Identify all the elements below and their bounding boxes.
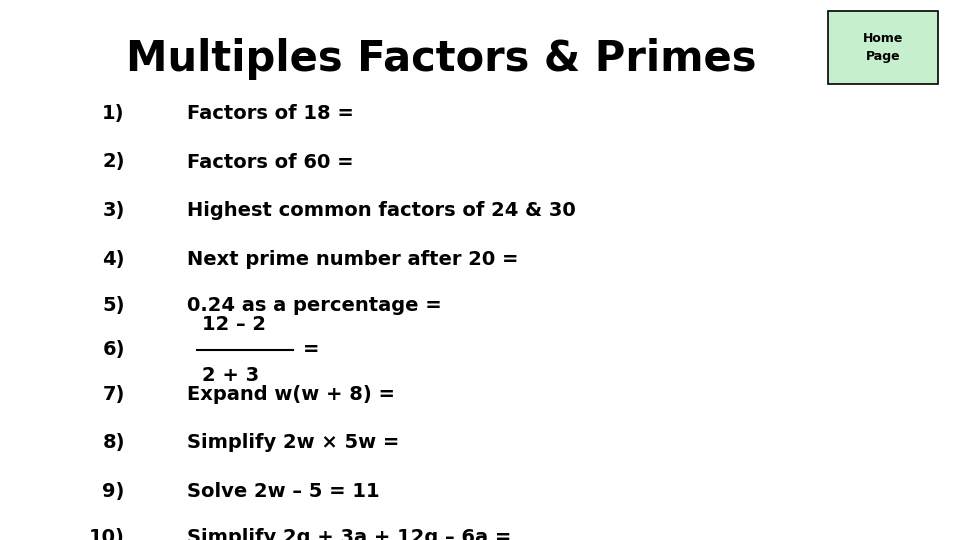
Text: 6): 6) [103, 340, 125, 360]
Text: 3): 3) [103, 201, 125, 220]
Text: 10): 10) [89, 528, 125, 540]
Text: 5): 5) [103, 295, 125, 315]
Text: Factors of 18 =: Factors of 18 = [187, 104, 354, 123]
Text: 0.24 as a percentage =: 0.24 as a percentage = [187, 295, 442, 315]
Text: 12 – 2: 12 – 2 [202, 314, 266, 334]
Text: 7): 7) [103, 384, 125, 404]
Text: Expand w(w + 8) =: Expand w(w + 8) = [187, 384, 396, 404]
Text: Simplify 2w × 5w =: Simplify 2w × 5w = [187, 433, 399, 453]
Text: 9): 9) [103, 482, 125, 501]
Text: 2): 2) [103, 152, 125, 172]
Text: 4): 4) [103, 249, 125, 269]
Text: 1): 1) [103, 104, 125, 123]
Text: 8): 8) [103, 433, 125, 453]
Text: Next prime number after 20 =: Next prime number after 20 = [187, 249, 518, 269]
Text: =: = [302, 340, 319, 360]
Text: Home
Page: Home Page [862, 32, 903, 63]
Text: Solve 2w – 5 = 11: Solve 2w – 5 = 11 [187, 482, 380, 501]
Text: Factors of 60 =: Factors of 60 = [187, 152, 354, 172]
Text: Highest common factors of 24 & 30: Highest common factors of 24 & 30 [187, 201, 576, 220]
Text: Simplify 2g + 3a + 12g – 6a =: Simplify 2g + 3a + 12g – 6a = [187, 528, 512, 540]
Text: 2 + 3: 2 + 3 [202, 366, 259, 386]
Text: Multiples Factors & Primes: Multiples Factors & Primes [127, 38, 756, 80]
FancyBboxPatch shape [828, 11, 938, 84]
